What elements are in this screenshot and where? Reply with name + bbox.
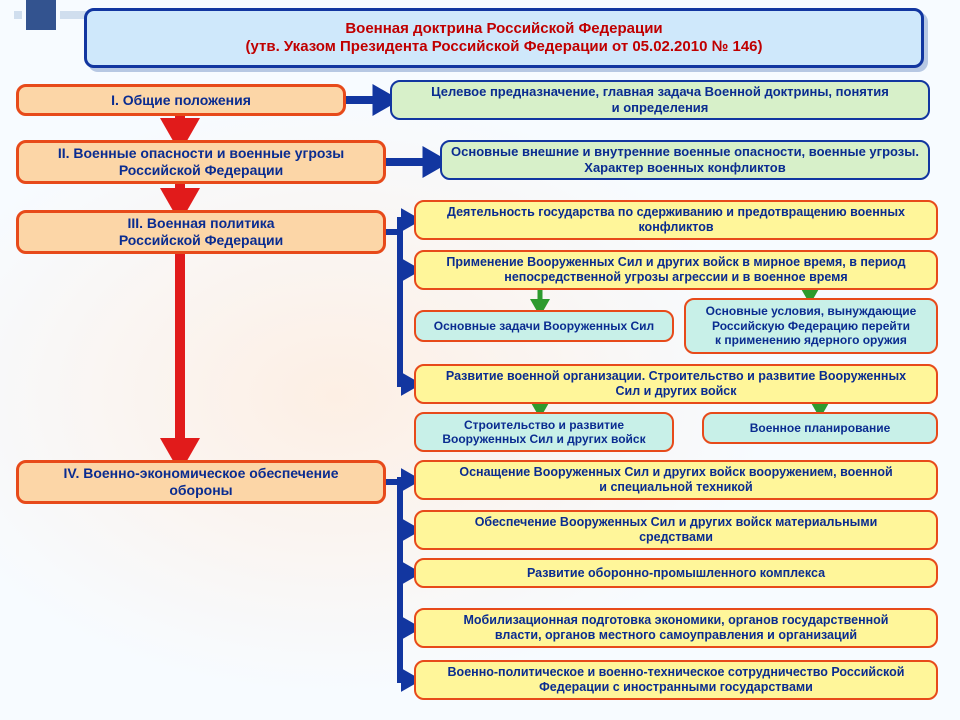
node-s2-line: II. Военные опасности и военные угрозы	[58, 145, 344, 162]
node-g2: Основные внешние и внутренние военные оп…	[440, 140, 930, 180]
node-y44: Мобилизационная подготовка экономики, ор…	[414, 608, 938, 648]
node-s2: II. Военные опасности и военные угрозыРо…	[16, 140, 386, 184]
node-y31-line: конфликтов	[447, 220, 905, 235]
node-g1-line: Целевое предназначение, главная задача В…	[431, 84, 889, 100]
edge-6	[400, 232, 414, 270]
node-hdr-line: Военная доктрина Российской Федерации	[246, 20, 763, 38]
node-s3-line: III. Военная политика	[119, 215, 283, 232]
node-t33b-line: Военное планирование	[750, 421, 891, 435]
node-y33-line: Сил и других войск	[446, 384, 906, 399]
node-t33a: Строительство и развитиеВооруженных Сил …	[414, 412, 674, 452]
node-y33: Развитие военной организации. Строительс…	[414, 364, 938, 404]
node-y44-line: власти, органов местного самоуправления …	[463, 628, 888, 643]
node-t32b-line: Основные условия, вынуждающие	[706, 304, 917, 318]
node-g1: Целевое предназначение, главная задача В…	[390, 80, 930, 120]
node-y32-line: непосредственной угрозы агрессии и в вое…	[446, 270, 905, 285]
edge-16	[400, 628, 414, 680]
node-t32b-line: к применению ядерного оружия	[706, 333, 917, 347]
edge-12	[386, 480, 414, 482]
node-y41: Оснащение Вооруженных Сил и других войск…	[414, 460, 938, 500]
node-t33b: Военное планирование	[702, 412, 938, 444]
node-y45-line: Федерации с иностранными государствами	[448, 680, 905, 695]
node-y43: Развитие оборонно-промышленного комплекс…	[414, 558, 938, 588]
edge-15	[400, 573, 414, 628]
edge-13	[400, 482, 414, 530]
node-hdr-line: (утв. Указом Президента Российской Федер…	[246, 38, 763, 56]
node-y45-line: Военно-политическое и военно-техническое…	[448, 665, 905, 680]
node-s4-line: обороны	[64, 482, 339, 499]
node-g1-line: и определения	[431, 100, 889, 116]
node-y41-line: Оснащение Вооруженных Сил и других войск…	[459, 465, 892, 480]
node-y32-line: Применение Вооруженных Сил и других войс…	[446, 255, 905, 270]
node-t32b: Основные условия, вынуждающиеРоссийскую …	[684, 298, 938, 354]
node-y41-line: и специальной техникой	[459, 480, 892, 495]
node-s1: I. Общие положения	[16, 84, 346, 116]
node-y32: Применение Вооруженных Сил и других войс…	[414, 250, 938, 290]
node-t32b-line: Российскую Федерацию перейти	[706, 319, 917, 333]
node-y31-line: Деятельность государства по сдерживанию …	[447, 205, 905, 220]
edge-14	[400, 530, 414, 573]
node-g2-line: Основные внешние и внутренние военные оп…	[451, 144, 919, 160]
node-t33a-line: Строительство и развитие	[442, 418, 645, 432]
node-y42-line: средствами	[475, 530, 878, 545]
node-s4: IV. Военно-экономическое обеспечениеобор…	[16, 460, 386, 504]
node-s2-line: Российской Федерации	[58, 162, 344, 179]
node-t33a-line: Вооруженных Сил и других войск	[442, 432, 645, 446]
node-s1-line: I. Общие положения	[111, 92, 251, 109]
node-s4-line: IV. Военно-экономическое обеспечение	[64, 465, 339, 482]
node-y44-line: Мобилизационная подготовка экономики, ор…	[463, 613, 888, 628]
edge-7	[400, 270, 414, 384]
node-s3-line: Российской Федерации	[119, 232, 283, 249]
node-y33-line: Развитие военной организации. Строительс…	[446, 369, 906, 384]
node-g2-line: Характер военных конфликтов	[451, 160, 919, 176]
node-hdr: Военная доктрина Российской Федерации(ут…	[84, 8, 924, 68]
node-s3: III. Военная политикаРоссийской Федераци…	[16, 210, 386, 254]
diagram-canvas: Военная доктрина Российской Федерации(ут…	[0, 0, 960, 720]
node-y31: Деятельность государства по сдерживанию …	[414, 200, 938, 240]
edge-5	[386, 220, 414, 232]
node-t32a: Основные задачи Вооруженных Сил	[414, 310, 674, 342]
node-y42-line: Обеспечение Вооруженных Сил и других вой…	[475, 515, 878, 530]
node-y43-line: Развитие оборонно-промышленного комплекс…	[527, 566, 825, 581]
node-y45: Военно-политическое и военно-техническое…	[414, 660, 938, 700]
node-t32a-line: Основные задачи Вооруженных Сил	[434, 319, 654, 333]
node-y42: Обеспечение Вооруженных Сил и других вой…	[414, 510, 938, 550]
